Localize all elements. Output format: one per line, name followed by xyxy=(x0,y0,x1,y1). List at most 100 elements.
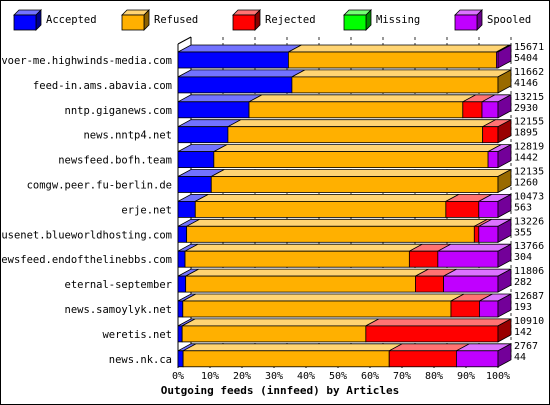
bar-segment-refused-top xyxy=(227,119,496,128)
bar-side-face xyxy=(497,94,512,119)
bar-segment-rejected xyxy=(473,225,480,243)
bar-segment-refused xyxy=(182,300,452,318)
bar-segment-refused-top xyxy=(182,293,465,302)
bar-side-face xyxy=(497,119,512,144)
row-total-label: 10473 xyxy=(514,191,544,202)
x-tick-label: 20% xyxy=(233,371,251,382)
bar-segment-spooled xyxy=(478,225,499,243)
row-accepted-label: 2930 xyxy=(514,103,538,114)
legend-label: Missing xyxy=(376,14,420,26)
row-label: newsfeed.endofthelinebbs.com xyxy=(0,254,172,266)
row-accepted-label: 44 xyxy=(514,352,526,363)
bar-side-face xyxy=(497,44,512,69)
legend-swatch xyxy=(232,14,256,31)
bar-segment-spooled xyxy=(455,350,499,368)
bar-side-face xyxy=(497,69,512,94)
bar-segment-refused-top xyxy=(186,218,488,227)
bar-segment-refused-top xyxy=(185,268,429,277)
x-tick-label: 50% xyxy=(329,371,347,382)
x-tick-label: 0% xyxy=(172,371,184,382)
bar-segment-spooled xyxy=(443,275,499,293)
bar-segment-refused-top xyxy=(291,69,512,78)
x-tick-label: 10% xyxy=(201,371,219,382)
x-tick-label: 60% xyxy=(361,371,379,382)
legend-item-missing: Missing xyxy=(343,9,420,31)
bar-segment-spooled xyxy=(479,300,499,318)
bar-segment-spooled xyxy=(487,151,499,169)
row-accepted-label: 1442 xyxy=(514,153,538,164)
bar-segment-spooled xyxy=(478,200,499,218)
row-accepted-label: 355 xyxy=(514,227,532,238)
bar-segment-accepted xyxy=(177,225,188,243)
bar-segment-refused xyxy=(186,225,475,243)
x-tick-label: 90% xyxy=(457,371,475,382)
bar-segment-refused-top xyxy=(181,318,380,327)
bar-segment-rejected xyxy=(365,325,499,343)
legend-item-rejected: Rejected xyxy=(232,9,316,31)
bar-segment-refused xyxy=(291,76,499,94)
bar-segment-refused-top xyxy=(184,243,423,252)
row-accepted-label: 4146 xyxy=(514,78,538,89)
bar-segment-refused-top xyxy=(213,144,502,153)
bar-segment-accepted xyxy=(177,126,229,144)
bar-segment-refused xyxy=(194,200,447,218)
row-label: news.samoylyk.net xyxy=(65,304,172,316)
bar-segment-rejected xyxy=(388,350,457,368)
bar-segment-rejected-top xyxy=(365,318,512,327)
bar-segment-refused xyxy=(185,275,416,293)
chart-title: Outgoing feeds (innfeed) by Articles xyxy=(161,384,399,397)
bar-segment-rejected-top xyxy=(389,343,470,352)
bar-segment-accepted-top xyxy=(177,69,306,78)
bar-segment-accepted xyxy=(177,101,250,119)
legend-label: Rejected xyxy=(265,14,316,26)
bar-segment-accepted xyxy=(177,325,183,343)
row-total-label: 12819 xyxy=(514,142,544,153)
row-label: eternal-september xyxy=(65,279,172,291)
bar-segment-accepted-top xyxy=(177,44,302,53)
row-total-label: 13215 xyxy=(514,92,544,103)
bar-side-face xyxy=(497,268,512,293)
row-total-label: 10910 xyxy=(514,316,544,327)
row-label: voer-me.highwinds-media.com xyxy=(1,55,172,67)
x-tick-label: 40% xyxy=(297,371,315,382)
row-total-label: 11806 xyxy=(514,266,544,277)
bar-side-face xyxy=(497,193,512,219)
bar-segment-rejected xyxy=(462,101,483,119)
bar-side-face xyxy=(497,293,512,318)
x-tick-label: 70% xyxy=(393,371,411,382)
x-tick-label: 100% xyxy=(486,371,510,382)
row-accepted-label: 5404 xyxy=(514,53,538,64)
bar-segment-rejected xyxy=(408,250,439,268)
x-tick-label: 80% xyxy=(425,371,443,382)
row-label: usenet.blueworldhosting.com xyxy=(1,229,172,241)
bar-segment-rejected xyxy=(445,200,480,218)
legend-swatch xyxy=(121,14,145,31)
bar-segment-refused xyxy=(184,250,410,268)
row-label: erje.net xyxy=(121,204,172,216)
row-accepted-label: 142 xyxy=(514,327,532,338)
row-accepted-label: 193 xyxy=(514,302,532,313)
bar-segment-accepted xyxy=(177,350,184,368)
bar-segment-refused-top xyxy=(248,94,476,103)
bar-side-face xyxy=(497,343,512,368)
legend-label: Spooled xyxy=(487,14,531,26)
row-total-label: 12135 xyxy=(514,167,544,178)
bar-segment-accepted xyxy=(177,176,212,193)
legend-swatch xyxy=(343,14,367,31)
row-label: nntp.giganews.com xyxy=(65,105,172,117)
bar-segment-refused xyxy=(210,176,499,193)
row-accepted-label: 282 xyxy=(514,277,532,288)
bar-segment-refused-top xyxy=(288,44,510,53)
bar-segment-refused xyxy=(287,51,497,69)
bar-segment-accepted xyxy=(177,76,293,94)
